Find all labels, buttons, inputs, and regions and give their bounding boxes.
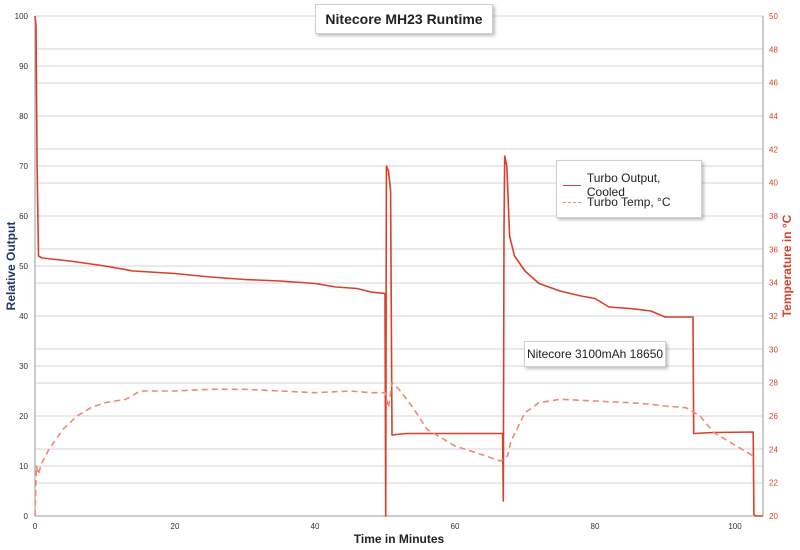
y2-tick-label: 50 bbox=[769, 12, 778, 21]
y2-tick-label: 34 bbox=[769, 279, 778, 288]
x-tick-label: 40 bbox=[311, 522, 320, 531]
y-axis-label: Relative Output bbox=[4, 222, 18, 311]
y-tick-label: 100 bbox=[15, 12, 29, 21]
legend-label-temp: Turbo Temp, °C bbox=[587, 195, 671, 209]
y2-tick-labels: 20 22 24 26 28 30 32 34 36 38 40 42 44 46 48 50 bbox=[769, 12, 778, 521]
x-tick-label: 0 bbox=[33, 522, 38, 531]
y2-tick-label: 24 bbox=[769, 445, 778, 454]
y-tick-labels: 0 10 20 30 40 50 60 70 80 90 100 bbox=[15, 12, 29, 521]
y2-tick-label: 48 bbox=[769, 45, 778, 54]
x-tick-label: 60 bbox=[451, 522, 460, 531]
series-line-turbo-output bbox=[34, 15, 763, 517]
y-tick-label: 60 bbox=[19, 212, 28, 221]
y2-tick-label: 20 bbox=[769, 512, 778, 521]
y-tick-label: 80 bbox=[19, 112, 28, 121]
y2-tick-label: 28 bbox=[769, 379, 778, 388]
y2-tick-label: 22 bbox=[769, 479, 778, 488]
battery-annotation: Nitecore 3100mAh 18650 bbox=[524, 341, 666, 367]
legend-item-output: Turbo Output, Cooled bbox=[563, 171, 701, 199]
y2-tick-label: 46 bbox=[769, 79, 778, 88]
y-tick-label: 70 bbox=[19, 162, 28, 171]
x-tick-labels: 0 20 40 60 80 100 bbox=[33, 522, 742, 531]
y-tick-label: 20 bbox=[19, 412, 28, 421]
chart-title: Nitecore MH23 Runtime bbox=[315, 4, 493, 34]
x-tick-label: 20 bbox=[171, 522, 180, 531]
x-tick-label: 100 bbox=[728, 522, 742, 531]
horizontal-gridlines bbox=[35, 15, 763, 484]
series-line-turbo-temp bbox=[34, 381, 757, 517]
legend: Turbo Output, Cooled Turbo Temp, °C bbox=[556, 160, 702, 218]
y2-tick-label: 44 bbox=[769, 112, 778, 121]
y2-tick-label: 36 bbox=[769, 245, 778, 254]
y2-tick-label: 42 bbox=[769, 145, 778, 154]
legend-label-output: Turbo Output, Cooled bbox=[586, 171, 661, 199]
y-tick-label: 50 bbox=[19, 262, 28, 271]
legend-item-temp: Turbo Temp, °C bbox=[563, 195, 671, 209]
y-tick-label: 0 bbox=[24, 512, 29, 521]
y2-axis-label: Temperature in °C bbox=[780, 214, 794, 317]
y-tick-label: 40 bbox=[19, 312, 28, 321]
legend-swatch-temp bbox=[563, 201, 581, 203]
y2-tick-label: 38 bbox=[769, 212, 778, 221]
legend-swatch-output bbox=[563, 184, 581, 186]
y-tick-label: 30 bbox=[19, 362, 28, 371]
y2-tick-label: 30 bbox=[769, 345, 778, 354]
y2-tick-label: 32 bbox=[769, 312, 778, 321]
y2-tick-label: 40 bbox=[769, 179, 778, 188]
y-tick-label: 10 bbox=[19, 462, 28, 471]
y2-tick-label: 26 bbox=[769, 412, 778, 421]
x-axis-label: Time in Minutes bbox=[354, 532, 445, 546]
series-lines bbox=[34, 15, 763, 517]
x-tick-label: 80 bbox=[591, 522, 600, 531]
y-tick-label: 90 bbox=[19, 62, 28, 71]
